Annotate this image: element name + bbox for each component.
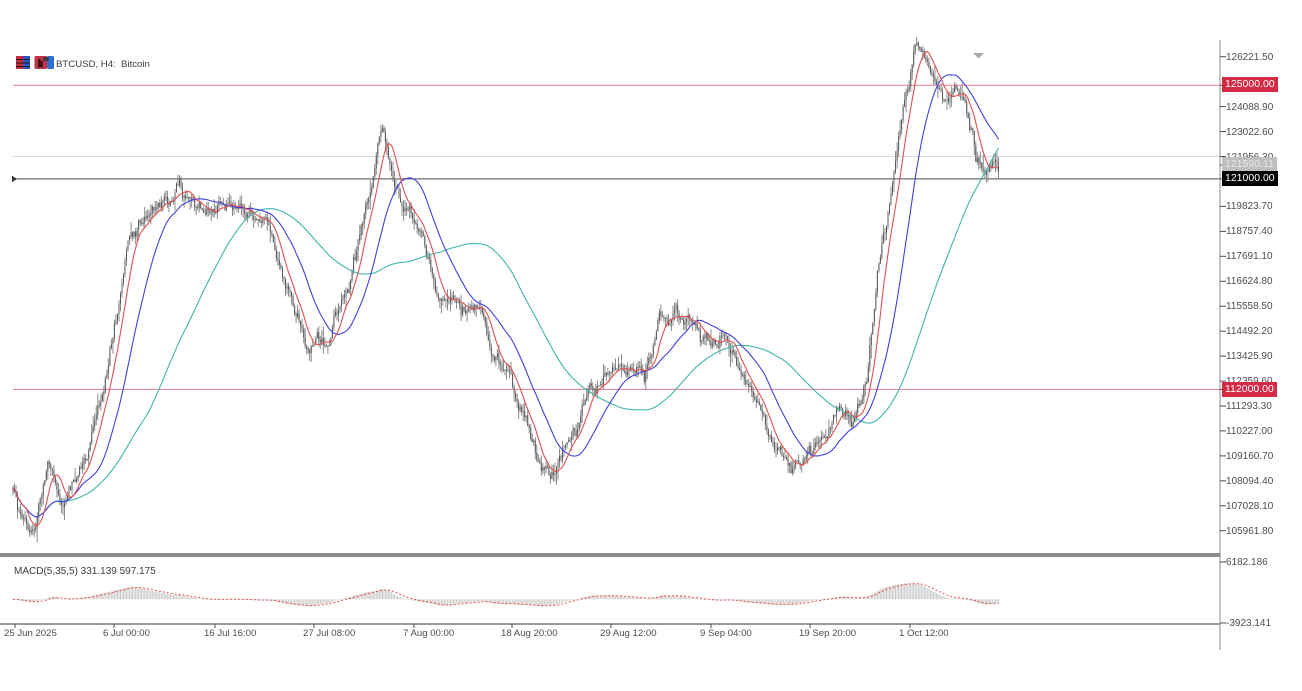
svg-text:BTCUSD, H4: Bitcoin: BTCUSD, H4: Bitcoin [56,59,150,70]
